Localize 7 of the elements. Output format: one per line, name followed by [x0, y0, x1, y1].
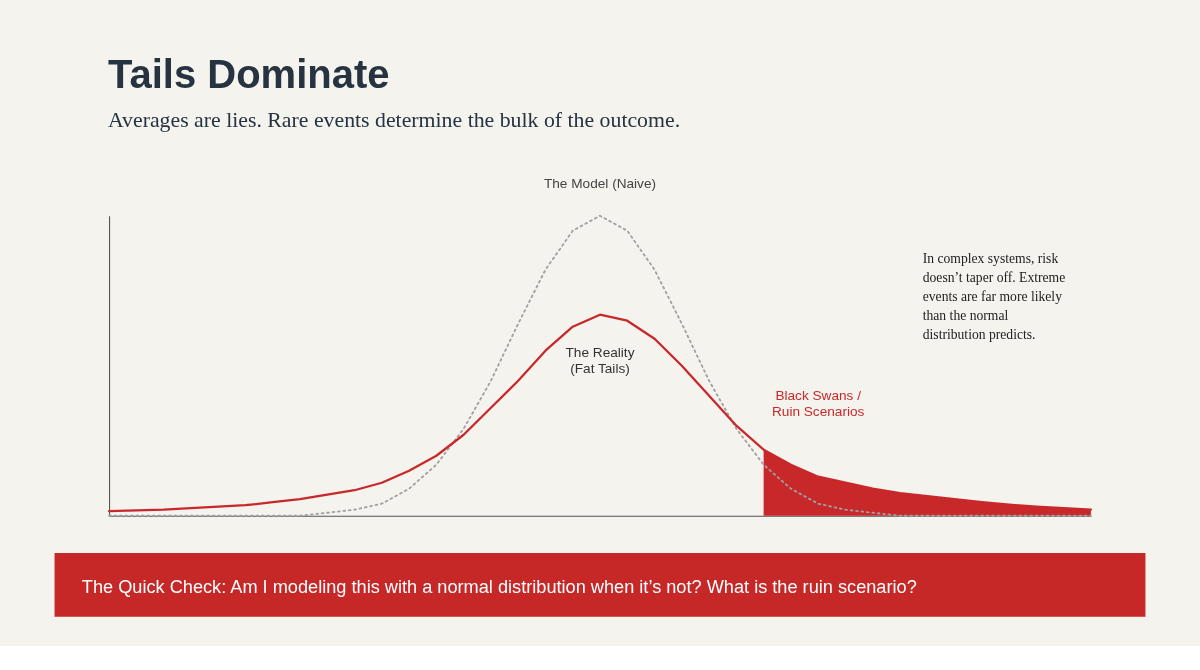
chart-title: Tails Dominate	[107, 52, 390, 97]
text: The Model (Naive)	[543, 175, 657, 191]
annotation: In complex systems, risk doesn’t taper off. Extreme events are far more likely than the normal distribution predicts.	[922, 251, 1066, 343]
chart-subtitle: Averages are lies. Rare events determine the bulk of the outcome.	[107, 107, 681, 132]
series-label: The Reality (Fat Tails)	[565, 345, 635, 376]
text: Black Swans / Ruin Scenarios	[771, 388, 865, 419]
text: The Quick Check: Am I modeling this with a normal distribution when it’s not? What is the ruin scenario?	[81, 577, 917, 597]
